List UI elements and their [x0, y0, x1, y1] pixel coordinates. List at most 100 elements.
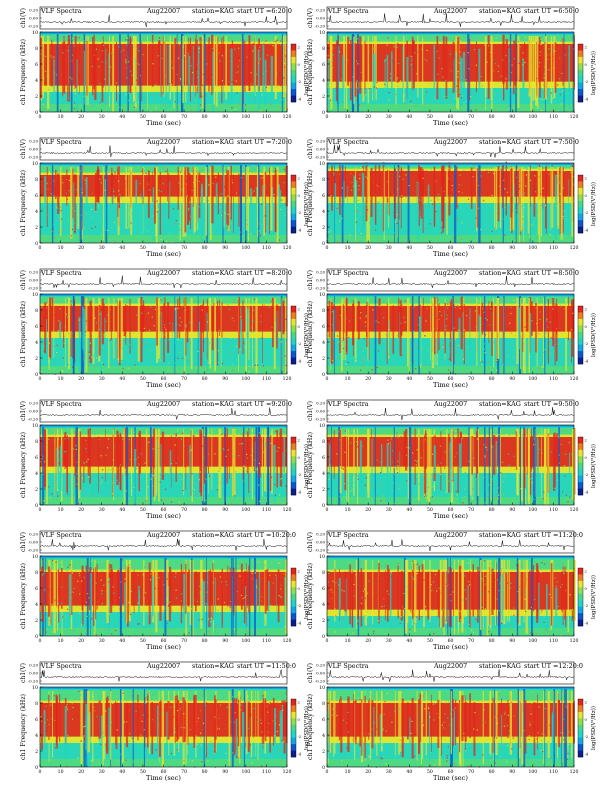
spectrogram-speckle: [111, 469, 112, 470]
spectrogram-speckle: [359, 47, 360, 48]
spectrogram-streak: [82, 307, 84, 350]
spectrogram-speckle: [384, 625, 385, 626]
spectrogram-streak: [44, 710, 46, 743]
colorbar-segment: [578, 44, 583, 51]
panel-date: Aug22007: [433, 531, 467, 539]
spectrogram-speckle: [390, 439, 391, 440]
spectrogram-speckle: [233, 320, 234, 321]
spectrogram-speckle: [426, 332, 427, 333]
spectrogram-speckle: [126, 311, 127, 312]
spectrogram-speckle: [548, 368, 549, 369]
spectrogram-streak: [515, 40, 516, 90]
spectrogram-speckle: [176, 324, 177, 325]
spectrogram-speckle: [246, 595, 247, 596]
spectrogram-speckle: [231, 609, 232, 610]
spectrogram-streak: [105, 49, 106, 100]
spectrogram-speckle: [139, 623, 140, 624]
spectrogram-speckle: [541, 452, 542, 453]
spectrogram-speckle: [113, 593, 114, 594]
spectrogram-streak: [90, 573, 92, 619]
spectrogram-speckle: [536, 633, 537, 634]
spectrogram-speckle: [49, 343, 50, 344]
spectrogram-speckle: [564, 465, 565, 466]
spectrogram-speckle: [416, 73, 417, 74]
spectrogram-speckle: [201, 761, 202, 762]
spectrogram-speckle: [183, 760, 184, 761]
spectrogram-speckle: [534, 438, 535, 439]
spectrogram-speckle: [402, 179, 403, 180]
spectrogram-streak: [419, 566, 420, 621]
spectrogram-speckle: [558, 606, 559, 607]
spectrogram-speckle: [373, 631, 374, 632]
spectrogram-speckle: [505, 55, 506, 56]
spectrogram-speckle: [334, 108, 335, 109]
spectrogram-speckle: [351, 190, 352, 191]
spectrogram-speckle: [133, 333, 134, 334]
spectrogram-speckle: [505, 476, 506, 477]
spectrogram-speckle: [149, 189, 150, 190]
colorbar-segment: [578, 345, 583, 352]
spectrogram-speckle: [213, 232, 214, 233]
spectrogram-streak: [141, 42, 142, 102]
spectrogram-speckle: [357, 339, 358, 340]
spectrogram-speckle: [530, 478, 531, 479]
panel-date: Aug22007: [433, 400, 467, 408]
spectrogram-speckle: [559, 454, 560, 455]
spectrogram-streak: [174, 38, 176, 86]
spectrogram-speckle: [447, 304, 448, 305]
spectrogram-speckle: [375, 229, 376, 230]
spectrogram-speckle: [496, 487, 497, 488]
spectrogram-speckle: [238, 57, 239, 58]
spectrogram-streak: [137, 695, 138, 741]
spectrogram-speckle: [177, 358, 178, 359]
ts-tick-label: -0.20: [315, 286, 326, 291]
spectrogram-speckle: [427, 206, 428, 207]
spectrogram-speckle: [71, 78, 72, 79]
spectrogram-speckle: [453, 502, 454, 503]
spectrogram-streak: [555, 435, 556, 487]
spectrogram-speckle: [126, 61, 127, 62]
x-tick-label: 40: [406, 507, 412, 513]
spectrogram-speckle: [42, 474, 43, 475]
spectrogram-speckle: [213, 582, 214, 583]
spectrogram-streak: [79, 317, 81, 371]
spectrogram-speckle: [141, 722, 142, 723]
spectrogram-speckle: [543, 498, 544, 499]
spectrogram-streak: [548, 299, 549, 364]
spectrogram-speckle: [430, 631, 431, 632]
ts-tick-label: 0.20: [316, 532, 325, 537]
spectrogram-speckle: [449, 351, 450, 352]
spectrogram-speckle: [280, 588, 281, 589]
spectrogram-speckle: [43, 749, 44, 750]
spectrogram-speckle: [183, 350, 184, 351]
spectrogram-speckle: [102, 61, 103, 62]
spectrogram-speckle: [332, 592, 333, 593]
x-tick-label: 40: [119, 376, 125, 382]
spectrogram-streak: [71, 571, 72, 615]
x-tick-label: 0: [39, 769, 42, 775]
x-tick-label: 0: [39, 245, 42, 251]
spectrogram-speckle: [207, 298, 208, 299]
x-tick-label: 120: [283, 638, 292, 644]
spectrogram-streak: [551, 167, 552, 230]
spectrogram-speckle: [239, 171, 240, 172]
spectrogram-speckle: [42, 110, 43, 111]
spectrogram-speckle: [506, 432, 507, 433]
spectrogram-speckle: [62, 36, 63, 37]
spectrogram-streak: [434, 445, 436, 473]
spectrogram-speckle: [331, 604, 332, 605]
x-tick-label: 90: [509, 376, 515, 382]
spectrogram-speckle: [159, 39, 160, 40]
spectrogram-streak: [246, 167, 248, 231]
spectrogram-speckle: [472, 176, 473, 177]
colorbar-segment: [291, 188, 296, 195]
spectrogram-speckle: [197, 77, 198, 78]
spectrogram-speckle: [238, 728, 239, 729]
colorbar-tick-label: -2: [585, 604, 589, 608]
ts-tick-label: 0.20: [29, 8, 38, 13]
spectrogram-speckle: [51, 478, 52, 479]
spectrogram-speckle: [226, 456, 227, 457]
spectrogram-speckle: [444, 191, 445, 192]
spectrogram-speckle: [483, 477, 484, 478]
spectrogram-speckle: [559, 621, 560, 622]
